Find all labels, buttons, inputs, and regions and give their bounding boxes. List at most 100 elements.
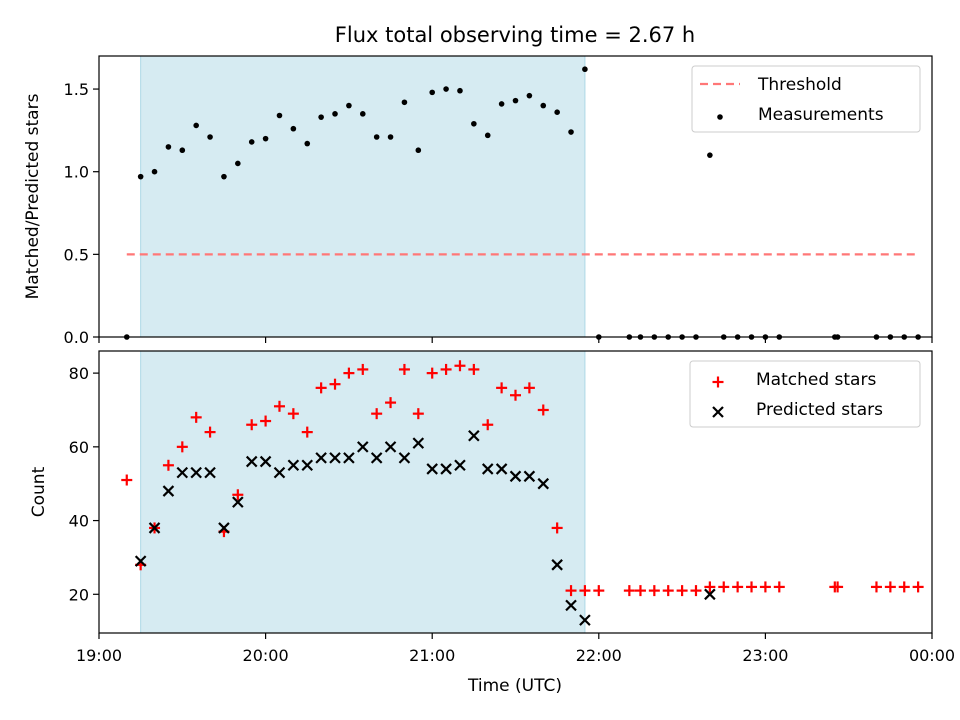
data-point (509, 470, 522, 483)
data-point (593, 585, 605, 597)
data-point (440, 463, 452, 475)
data-point (512, 97, 519, 104)
data-point (370, 452, 383, 464)
data-point (357, 363, 369, 375)
observing-window-shade (140, 350, 586, 634)
data-point (454, 459, 466, 472)
data-point (134, 555, 147, 567)
data-point (676, 585, 688, 597)
data-point (151, 168, 158, 175)
legend-box (691, 65, 921, 133)
data-point (429, 89, 436, 96)
data-point (484, 132, 491, 139)
data-point (218, 522, 230, 534)
data-point (440, 363, 452, 375)
data-point (248, 139, 255, 145)
y-tick-label: 20 (69, 585, 89, 604)
data-point (704, 588, 716, 601)
data-point (121, 474, 133, 486)
x-tick-label: 23:00 (742, 646, 788, 665)
data-point (290, 125, 297, 132)
data-point (426, 367, 438, 379)
data-point (707, 152, 713, 158)
data-point (287, 459, 300, 472)
data-point (426, 463, 438, 475)
data-point (301, 426, 313, 438)
data-point (412, 408, 424, 420)
data-point (540, 102, 547, 109)
data-point (773, 581, 785, 593)
data-point (582, 66, 588, 73)
y-tick-label: 1.0 (64, 163, 89, 182)
data-point (259, 455, 272, 468)
legend-label: Predicted stars (756, 400, 883, 420)
data-point (176, 441, 188, 453)
x-axis-label: Time (UTC) (467, 676, 562, 696)
data-point (387, 134, 394, 140)
axes-frame (98, 350, 933, 634)
data-point (179, 147, 186, 154)
data-point (401, 99, 408, 106)
data-point (273, 400, 285, 412)
legend-label: Threshold (757, 75, 842, 95)
data-point (359, 111, 366, 117)
x-tick-label: 19:00 (76, 646, 122, 665)
y-tick-label: 60 (69, 438, 89, 457)
data-point (329, 378, 341, 390)
data-point (526, 92, 533, 99)
legend-x-marker (712, 406, 724, 418)
data-point (232, 496, 244, 508)
data-point (384, 441, 397, 453)
data-point (235, 160, 241, 167)
data-point (276, 112, 283, 119)
data-point (398, 363, 410, 375)
data-point (260, 415, 272, 427)
data-point (245, 455, 258, 468)
data-point (718, 581, 730, 593)
y-tick-label: 40 (69, 512, 89, 531)
data-point (759, 581, 771, 593)
data-point (568, 129, 574, 135)
data-point (884, 581, 896, 593)
legend-box (689, 360, 921, 428)
data-point (357, 441, 369, 453)
data-point (315, 452, 327, 464)
data-point (537, 404, 549, 416)
data-point (148, 522, 161, 534)
data-point (457, 87, 463, 94)
data-point (662, 585, 674, 597)
data-point (495, 463, 508, 475)
y-tick-label: 80 (69, 364, 89, 383)
data-point (304, 140, 311, 147)
data-point (221, 173, 227, 180)
data-point (373, 134, 380, 140)
x-tick-label: 21:00 (409, 646, 455, 665)
data-point (193, 122, 199, 129)
data-point (471, 120, 477, 127)
y-tick-label: 0.0 (64, 328, 89, 347)
data-point (162, 459, 174, 471)
data-point (190, 411, 202, 423)
y-axis-label: Matched/Predicted stars (23, 93, 43, 299)
data-point (301, 459, 314, 472)
data-point (371, 408, 383, 420)
data-point (481, 463, 494, 475)
data-point (496, 382, 508, 394)
data-point (343, 367, 355, 379)
data-point (343, 452, 355, 464)
data-point (412, 437, 425, 449)
y-tick-label: 0.5 (64, 245, 89, 264)
chart-title: Flux total observing time = 2.67 h (335, 23, 695, 47)
data-point (523, 382, 535, 394)
data-point (523, 470, 536, 483)
series-measurements (123, 66, 921, 340)
data-point (746, 581, 758, 593)
data-point (554, 109, 560, 115)
data-point (454, 360, 466, 372)
data-point (482, 419, 494, 431)
axes-frame (98, 55, 933, 338)
data-point (318, 114, 324, 120)
x-tick-label: 22:00 (576, 646, 622, 665)
data-point (634, 585, 646, 597)
